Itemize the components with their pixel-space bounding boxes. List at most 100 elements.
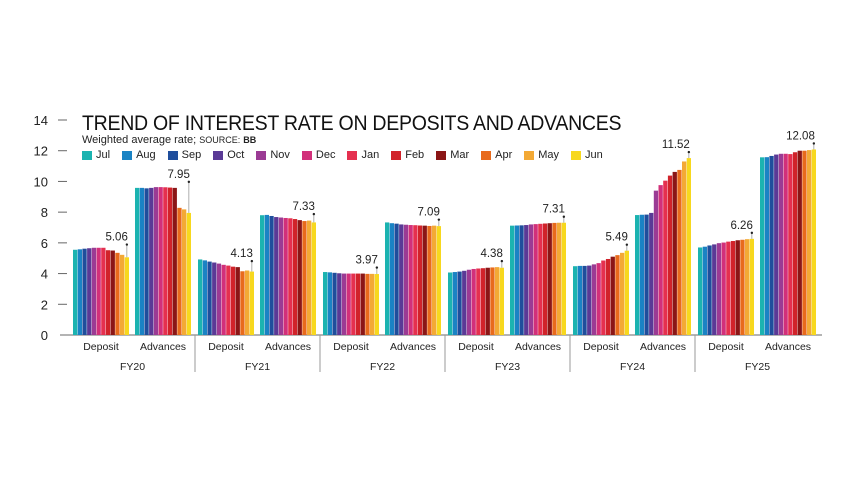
bar-fy20-advances-jan — [163, 187, 168, 335]
bar-fy23-deposit-jan — [476, 268, 481, 335]
bar-fy25-advances-nov — [778, 153, 784, 335]
legend-item-oct: Oct — [213, 149, 244, 161]
bar-fy24-advances-mar — [672, 171, 677, 335]
bar-fy22-advances-dec — [408, 225, 413, 335]
bar-fy24-advances-dec — [658, 185, 663, 335]
bar-fy24-advances-oct — [649, 212, 654, 335]
bar-fy23-deposit-may — [495, 267, 500, 335]
bar-fy25-deposit-jan — [726, 241, 731, 335]
data-label: 4.38 — [480, 248, 502, 260]
y-tick-label: 14 — [34, 113, 48, 128]
annotation-dot — [500, 259, 504, 263]
legend-swatch — [301, 150, 312, 160]
bar-fy22-advances-mar — [422, 225, 427, 335]
bar-fy25-advances-mar — [797, 150, 802, 335]
legend-swatch — [347, 150, 358, 160]
group-label-fy22: FY22 — [370, 361, 395, 373]
bar-fy22-advances-nov — [403, 224, 409, 335]
bar-fy21-advances-sep — [269, 215, 274, 335]
bar-fy22-deposit-jan — [351, 273, 356, 335]
annotation-dot — [250, 259, 254, 263]
category-label-advances: Advances — [265, 341, 311, 353]
bar-fy20-advances-dec — [158, 187, 163, 335]
bar-fy25-deposit-nov — [716, 243, 722, 335]
bar-fy25-deposit-jun — [749, 238, 754, 335]
category-label-deposit: Deposit — [333, 341, 369, 353]
bar-fy20-deposit-jan — [101, 247, 106, 335]
bar-fy20-deposit-apr — [115, 252, 120, 335]
chart-subtitle: Weighted average rate; SOURCE: BB — [82, 134, 256, 146]
bar-fy25-advances-feb — [792, 152, 798, 335]
y-tick-label: 2 — [41, 297, 48, 312]
bar-fy24-advances-jan — [663, 180, 668, 335]
bar-fy25-advances-jan — [788, 154, 793, 335]
annotation-dot — [312, 212, 316, 216]
group-label-fy20: FY20 — [120, 361, 145, 373]
bar-fy21-deposit-jun — [249, 271, 254, 335]
bar-fy25-deposit-dec — [721, 242, 726, 335]
bar-fy20-deposit-aug — [77, 249, 82, 335]
bar-fy23-deposit-apr — [490, 267, 495, 335]
bar-fy25-advances-jul — [760, 157, 765, 335]
bar-fy22-advances-jan — [413, 225, 418, 335]
bar-fy22-deposit-sep — [332, 272, 337, 335]
annotation-dot — [625, 243, 629, 246]
category-label-advances: Advances — [140, 341, 186, 353]
bar-fy22-deposit-jul — [323, 272, 328, 335]
data-label: 11.52 — [662, 139, 690, 151]
bar-fy20-advances-feb — [167, 187, 173, 335]
bar-fy21-deposit-jul — [198, 259, 203, 335]
bar-fy22-advances-sep — [394, 223, 399, 335]
legend-swatch — [481, 150, 492, 160]
bar-fy24-deposit-dec — [596, 263, 601, 335]
bar-fy20-deposit-sep — [82, 248, 87, 335]
chart-title: TREND OF INTEREST RATE ON DEPOSITS AND A… — [82, 112, 622, 135]
legend-swatch — [82, 150, 92, 160]
bar-fy22-advances-feb — [417, 225, 423, 335]
legend-item-mar: Mar — [436, 149, 469, 161]
bar-fy21-advances-jun — [311, 222, 316, 335]
data-label: 7.31 — [542, 204, 564, 216]
bar-fy24-deposit-sep — [582, 265, 587, 335]
bar-fy23-deposit-feb — [480, 268, 486, 335]
bar-fy23-deposit-jun — [499, 267, 504, 335]
annotation-dot — [562, 215, 566, 218]
bar-fy22-deposit-jun — [374, 274, 379, 335]
bar-fy22-deposit-aug — [327, 272, 332, 335]
annotation-dot — [750, 231, 754, 235]
legend-item-feb: Feb — [391, 149, 424, 161]
bar-fy20-advances-apr — [177, 207, 182, 335]
bar-fy20-deposit-mar — [110, 250, 115, 335]
bar-fy21-deposit-feb — [230, 266, 236, 335]
bar-fy25-deposit-sep — [707, 245, 712, 335]
legend-label: Mar — [450, 149, 470, 161]
category-label-advances: Advances — [390, 341, 436, 353]
legend-swatch — [122, 150, 133, 160]
bar-fy21-advances-may — [307, 220, 312, 335]
bar-fy20-deposit-feb — [105, 250, 111, 335]
bar-fy23-advances-feb — [542, 223, 548, 335]
bar-fy23-advances-jan — [538, 223, 543, 335]
bar-fy25-advances-may — [807, 150, 812, 335]
bar-fy23-advances-nov — [528, 224, 534, 335]
bar-fy25-deposit-feb — [730, 241, 736, 335]
bar-fy21-advances-feb — [292, 219, 298, 335]
group-label-fy21: FY21 — [245, 361, 270, 373]
legend-label: Dec — [315, 149, 336, 161]
bar-fy25-advances-apr — [802, 150, 807, 335]
annotation-dot — [437, 218, 441, 221]
bar-fy23-advances-aug — [514, 225, 519, 335]
bar-fy25-advances-sep — [769, 155, 774, 335]
legend-item-jul: Jul — [82, 149, 110, 161]
category-label-advances: Advances — [640, 341, 686, 353]
bar-fy24-deposit-nov — [591, 264, 597, 335]
bar-fy22-deposit-nov — [341, 273, 347, 335]
bar-fy24-advances-jun — [686, 158, 691, 335]
bar-fy24-deposit-oct — [587, 265, 592, 335]
legend-label: May — [538, 149, 560, 161]
bar-fy21-deposit-sep — [207, 261, 212, 335]
bar-fy25-deposit-apr — [740, 239, 745, 335]
category-label-advances: Advances — [765, 341, 811, 353]
bar-fy23-advances-sep — [519, 225, 524, 335]
